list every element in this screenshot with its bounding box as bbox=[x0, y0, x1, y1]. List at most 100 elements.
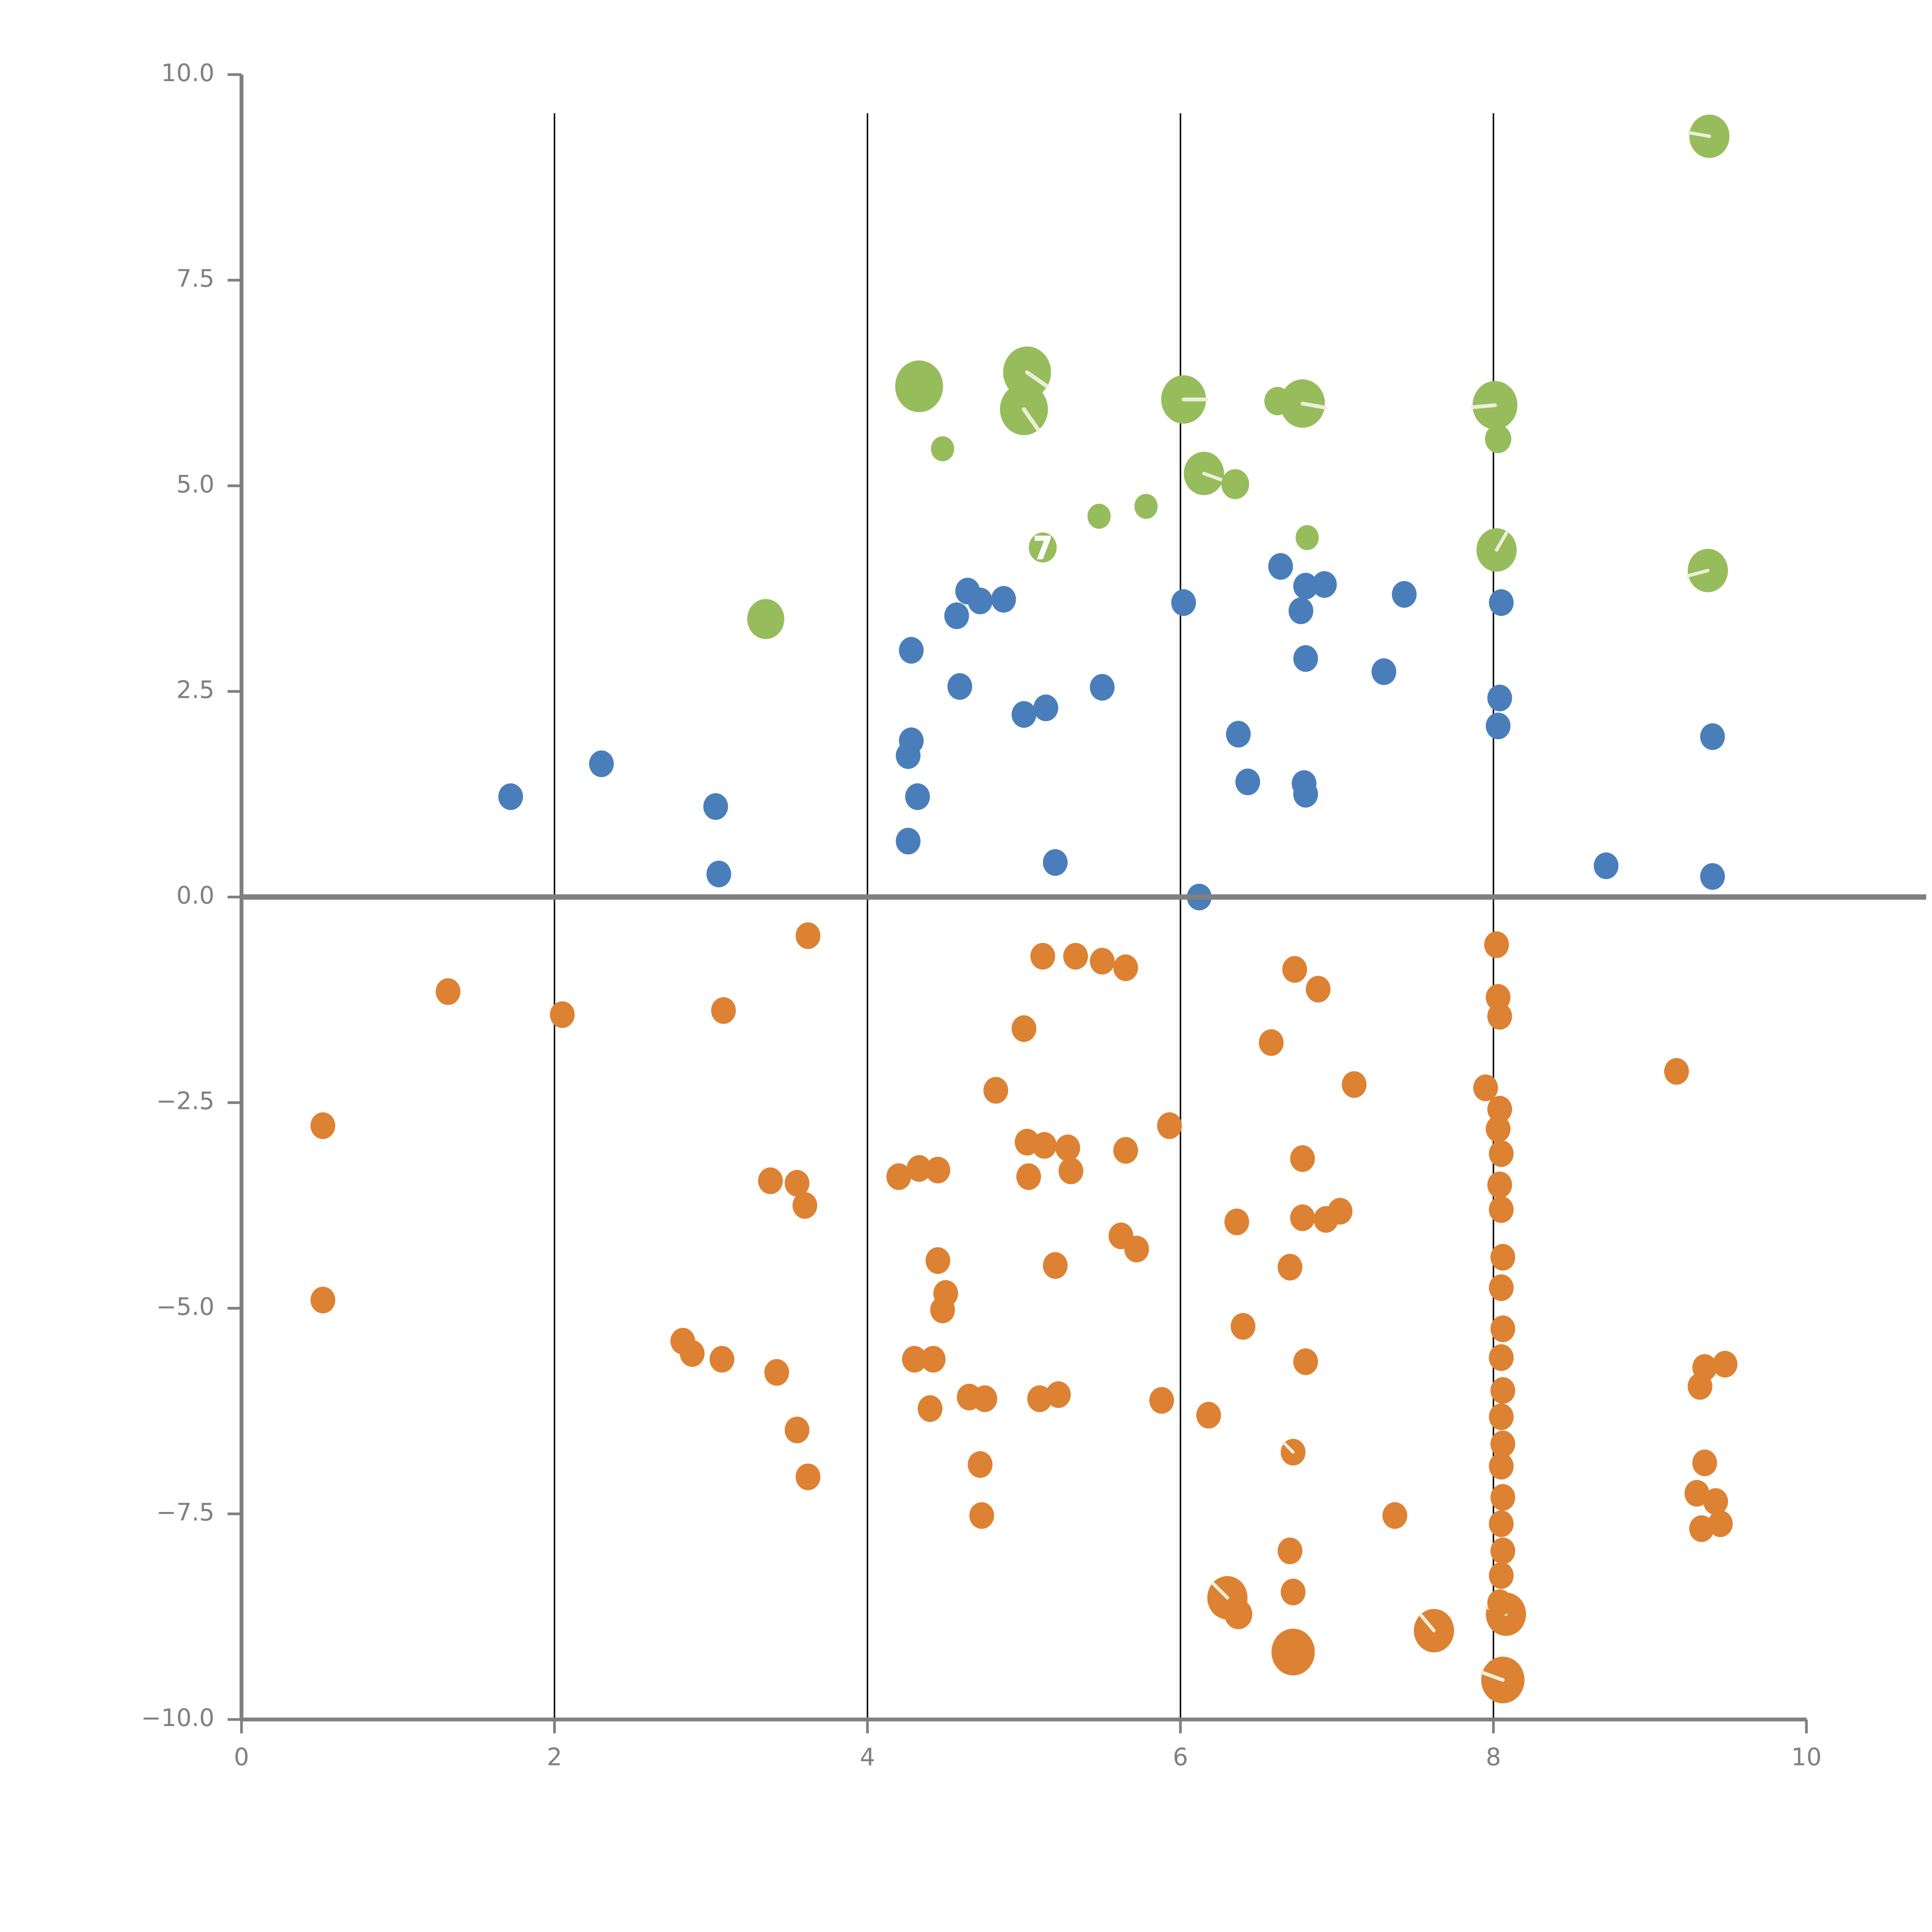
data-point-orange-52[interactable] bbox=[930, 1296, 955, 1323]
data-point-orange-19[interactable] bbox=[1473, 1074, 1498, 1101]
data-point-blue-10[interactable] bbox=[1489, 589, 1514, 616]
data-point-orange-68[interactable] bbox=[1027, 1385, 1052, 1412]
data-point-blue-3[interactable] bbox=[944, 602, 969, 629]
data-point-orange-36[interactable] bbox=[1487, 1171, 1512, 1199]
data-point-orange-86[interactable] bbox=[1689, 1515, 1714, 1542]
data-point-green-18[interactable] bbox=[747, 599, 784, 639]
data-point-blue-12[interactable] bbox=[1293, 645, 1318, 672]
data-point-orange-81[interactable] bbox=[1692, 1449, 1717, 1476]
data-point-orange-57[interactable] bbox=[902, 1346, 927, 1373]
data-point-orange-78[interactable] bbox=[1490, 1430, 1515, 1458]
data-point-orange-80[interactable] bbox=[796, 1463, 821, 1490]
data-point-orange-90[interactable] bbox=[1277, 1537, 1303, 1565]
data-point-blue-6[interactable] bbox=[1293, 573, 1318, 600]
data-point-orange-67[interactable] bbox=[972, 1385, 997, 1412]
data-point-orange-14[interactable] bbox=[1259, 1029, 1284, 1056]
data-point-orange-1[interactable] bbox=[1030, 943, 1055, 970]
data-point-orange-24[interactable] bbox=[1032, 1132, 1057, 1159]
data-point-orange-20[interactable] bbox=[1487, 1096, 1512, 1123]
data-point-orange-95[interactable] bbox=[1224, 1599, 1252, 1629]
data-point-orange-94[interactable] bbox=[1281, 1578, 1306, 1605]
data-point-blue-31[interactable] bbox=[896, 828, 921, 855]
data-point-blue-4[interactable] bbox=[1171, 589, 1196, 616]
data-point-orange-75[interactable] bbox=[784, 1417, 810, 1444]
data-point-green-13[interactable] bbox=[1134, 494, 1158, 519]
data-point-orange-29[interactable] bbox=[906, 1155, 932, 1182]
data-point-orange-31[interactable] bbox=[886, 1163, 911, 1190]
data-point-orange-51[interactable] bbox=[310, 1286, 335, 1314]
data-point-orange-0[interactable] bbox=[796, 922, 821, 949]
data-point-green-6[interactable] bbox=[1264, 387, 1291, 415]
data-point-blue-15[interactable] bbox=[1486, 713, 1511, 740]
data-point-orange-30[interactable] bbox=[925, 1156, 951, 1184]
data-point-blue-30[interactable] bbox=[703, 793, 728, 820]
data-point-orange-83[interactable] bbox=[1703, 1488, 1728, 1515]
data-point-green-14[interactable] bbox=[1296, 525, 1319, 550]
data-point-green-2[interactable] bbox=[895, 360, 943, 412]
data-point-orange-92[interactable] bbox=[1489, 1562, 1514, 1589]
data-point-orange-10[interactable] bbox=[1487, 1003, 1512, 1030]
data-point-blue-8[interactable] bbox=[1312, 571, 1337, 598]
data-point-orange-27[interactable] bbox=[1489, 1140, 1514, 1167]
data-point-orange-72[interactable] bbox=[1196, 1401, 1221, 1429]
data-point-orange-40[interactable] bbox=[1290, 1204, 1315, 1231]
data-point-orange-7[interactable] bbox=[1306, 976, 1331, 1003]
data-point-blue-11[interactable] bbox=[899, 637, 924, 664]
data-point-orange-21[interactable] bbox=[1486, 1116, 1511, 1143]
data-point-orange-89[interactable] bbox=[1489, 1510, 1514, 1537]
data-point-blue-19[interactable] bbox=[1090, 674, 1115, 701]
data-point-orange-59[interactable] bbox=[764, 1359, 789, 1386]
data-point-orange-12[interactable] bbox=[711, 997, 736, 1024]
data-point-blue-23[interactable] bbox=[1700, 723, 1725, 750]
data-point-orange-56[interactable] bbox=[709, 1346, 735, 1373]
data-point-orange-39[interactable] bbox=[1224, 1208, 1249, 1235]
data-point-orange-84[interactable] bbox=[969, 1502, 994, 1529]
data-point-blue-13[interactable] bbox=[1371, 658, 1396, 685]
data-point-green-17[interactable] bbox=[1029, 532, 1057, 563]
data-point-orange-45[interactable] bbox=[925, 1247, 951, 1274]
data-point-blue-33[interactable] bbox=[1594, 852, 1619, 879]
data-point-blue-2[interactable] bbox=[991, 586, 1016, 613]
data-point-orange-22[interactable] bbox=[1157, 1112, 1182, 1139]
data-point-blue-32[interactable] bbox=[1043, 849, 1068, 876]
data-point-green-9[interactable] bbox=[931, 436, 954, 461]
data-point-blue-17[interactable] bbox=[1012, 701, 1036, 728]
data-point-blue-22[interactable] bbox=[1226, 721, 1251, 748]
data-point-orange-34[interactable] bbox=[758, 1167, 783, 1194]
data-point-orange-61[interactable] bbox=[1489, 1344, 1514, 1371]
data-point-orange-49[interactable] bbox=[1489, 1274, 1514, 1301]
data-point-orange-77[interactable] bbox=[968, 1451, 993, 1478]
data-point-blue-1[interactable] bbox=[968, 587, 993, 614]
data-point-orange-60[interactable] bbox=[1490, 1315, 1515, 1342]
data-point-blue-27[interactable] bbox=[1293, 781, 1318, 808]
data-point-orange-42[interactable] bbox=[1328, 1198, 1353, 1225]
data-point-orange-48[interactable] bbox=[1490, 1244, 1515, 1271]
data-point-orange-71[interactable] bbox=[918, 1395, 942, 1422]
data-point-blue-14[interactable] bbox=[1487, 684, 1512, 711]
data-point-orange-13[interactable] bbox=[1012, 1015, 1036, 1042]
data-point-orange-99[interactable] bbox=[1271, 1628, 1315, 1675]
data-point-orange-8[interactable] bbox=[435, 978, 461, 1005]
data-point-orange-18[interactable] bbox=[310, 1112, 335, 1139]
data-point-orange-44[interactable] bbox=[1124, 1235, 1149, 1263]
data-point-blue-28[interactable] bbox=[905, 783, 930, 810]
data-point-orange-98[interactable] bbox=[1487, 1589, 1512, 1616]
data-point-orange-46[interactable] bbox=[1043, 1252, 1068, 1279]
data-point-green-8[interactable] bbox=[1485, 425, 1512, 453]
data-point-blue-16[interactable] bbox=[947, 673, 972, 700]
data-point-orange-3[interactable] bbox=[1090, 947, 1115, 975]
data-point-orange-4[interactable] bbox=[1113, 954, 1138, 981]
data-point-orange-64[interactable] bbox=[1713, 1350, 1738, 1378]
data-point-orange-65[interactable] bbox=[1687, 1373, 1713, 1400]
data-point-orange-16[interactable] bbox=[1342, 1071, 1367, 1098]
data-point-orange-62[interactable] bbox=[1293, 1348, 1318, 1375]
data-point-blue-29[interactable] bbox=[498, 783, 523, 810]
data-point-orange-26[interactable] bbox=[1113, 1137, 1138, 1164]
data-point-orange-53[interactable] bbox=[1231, 1313, 1255, 1340]
data-point-blue-5[interactable] bbox=[1268, 553, 1293, 580]
data-point-orange-91[interactable] bbox=[1490, 1537, 1515, 1565]
data-point-blue-9[interactable] bbox=[1392, 581, 1417, 608]
data-point-orange-6[interactable] bbox=[1282, 956, 1307, 983]
data-point-orange-69[interactable] bbox=[1046, 1381, 1071, 1408]
data-point-orange-85[interactable] bbox=[1382, 1502, 1407, 1529]
